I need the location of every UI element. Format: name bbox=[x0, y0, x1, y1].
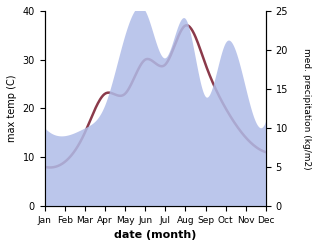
X-axis label: date (month): date (month) bbox=[114, 230, 197, 240]
Y-axis label: max temp (C): max temp (C) bbox=[7, 75, 17, 142]
Y-axis label: med. precipitation (kg/m2): med. precipitation (kg/m2) bbox=[302, 48, 311, 169]
